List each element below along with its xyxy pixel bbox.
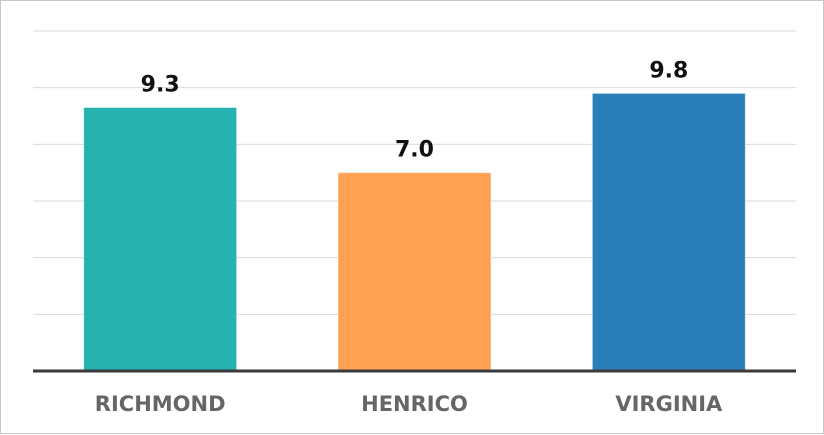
category-label-henrico: HENRICO [361,392,468,416]
value-labels: 9.3 7.0 9.8 [141,58,689,162]
bar-virginia [591,92,746,372]
bar-richmond [83,107,238,372]
bars [83,92,746,372]
value-label-richmond: 9.3 [141,73,180,98]
category-label-richmond: RICHMOND [95,392,226,416]
value-label-henrico: 7.0 [395,138,434,163]
category-label-virginia: VIRGINIA [615,392,723,416]
category-labels: RICHMOND HENRICO VIRGINIA [95,392,723,416]
bar-henrico [337,172,492,372]
value-label-virginia: 9.8 [649,58,688,83]
